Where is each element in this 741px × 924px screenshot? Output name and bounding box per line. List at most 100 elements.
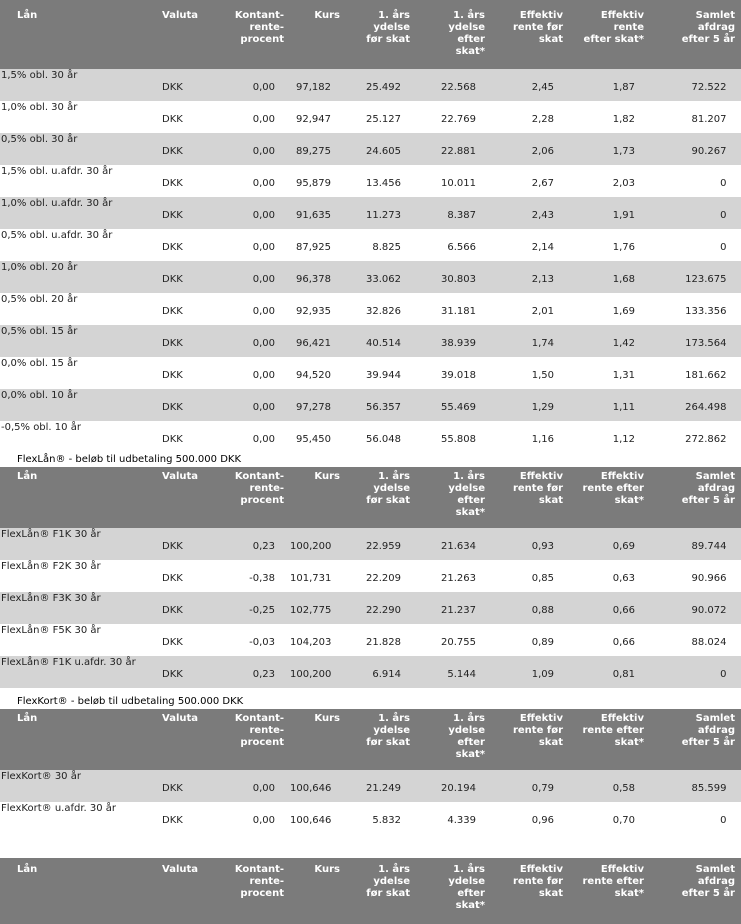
table-row: 0,5% obl. u.afdr. 30 år DKK 0,00 87,925 8.82… [0, 229, 741, 261]
value-cell: 264.498 [650, 389, 741, 421]
loan-name: 1,5% obl. 30 år [1, 70, 78, 81]
column-header: Kontant-rente-procent [210, 467, 290, 528]
value-cell: 22.209 [346, 560, 416, 592]
value-cell: 0,81 [569, 656, 650, 688]
value-cell: 5.832 [346, 802, 416, 834]
table-row: 0,5% obl. 30 år DKK 0,00 89,275 24.605 22.881… [0, 133, 741, 165]
value-cell: 85.599 [650, 770, 741, 802]
value-cell: 0,00 [210, 133, 290, 165]
value-cell: 2,01 [491, 293, 569, 325]
value-cell: 0,00 [210, 325, 290, 357]
table-body: 1,5% obl. 30 år DKK 0,00 97,182 25.492 22.568… [0, 69, 741, 453]
loan-name: FlexLån® F1K 30 år [1, 529, 101, 540]
column-header: 1. års ydelse før skat [346, 858, 416, 924]
value-cell: 13.456 [346, 165, 416, 197]
table-header: Lån Valuta Kontant-rente-procent Kurs 1. års… [0, 709, 741, 770]
value-cell: 0,79 [491, 770, 569, 802]
table-header: Lån Valuta Kontant-rente-procent Kurs 1. års… [0, 858, 741, 924]
value-cell: 72.522 [650, 69, 741, 101]
value-cell: 0 [650, 229, 741, 261]
loan-name-cell: 0,5% obl. 15 år [0, 325, 158, 357]
currency-cell: DKK [158, 101, 210, 133]
loan-name-cell: 1,0% obl. u.afdr. 30 år [0, 197, 158, 229]
table-body: FlexLån® F1K 30 år DKK 0,23 100,200 22.959 21… [0, 528, 741, 688]
value-cell: 90.267 [650, 133, 741, 165]
currency-cell: DKK [158, 293, 210, 325]
loan-name-cell: FlexLån® F3K 30 år [0, 592, 158, 624]
loan-name: FlexLån® F3K 30 år [1, 593, 101, 604]
value-cell: 0,58 [569, 770, 650, 802]
value-cell: 2,13 [491, 261, 569, 293]
table-row: 0,5% obl. 20 år DKK 0,00 92,935 32.826 31.181… [0, 293, 741, 325]
table-row: 0,0% obl. 15 år DKK 0,00 94,520 39.944 39.018… [0, 357, 741, 389]
column-header: 1. års ydelse efter skat* [416, 467, 491, 528]
value-cell: 0,66 [569, 624, 650, 656]
column-header: Valuta [158, 467, 210, 528]
currency-cell: DKK [158, 69, 210, 101]
flexlaan-table: Lån Valuta Kontant-rente-procent Kurs 1. års… [0, 467, 741, 688]
value-cell: 22.769 [416, 101, 491, 133]
value-cell: 39.944 [346, 357, 416, 389]
table-row: 0,5% obl. 15 år DKK 0,00 96,421 40.514 38.939… [0, 325, 741, 357]
value-cell: 39.018 [416, 357, 491, 389]
value-cell: 1,69 [569, 293, 650, 325]
header-row: Lån Valuta Kontant-rente-procent Kurs 1. års… [0, 858, 741, 924]
value-cell: 1,74 [491, 325, 569, 357]
column-header: Valuta [158, 0, 210, 69]
value-cell: 1,82 [569, 101, 650, 133]
loan-name-cell: 0,5% obl. 20 år [0, 293, 158, 325]
loan-name-cell: -0,5% obl. 10 år [0, 421, 158, 453]
value-cell: 87,925 [290, 229, 346, 261]
value-cell: 0,93 [491, 528, 569, 560]
spacer [0, 834, 741, 858]
table-body: FlexKort® 30 år DKK 0,00 100,646 21.249 20.19… [0, 770, 741, 834]
value-cell: 100,200 [290, 656, 346, 688]
value-cell: 8.825 [346, 229, 416, 261]
currency-cell: DKK [158, 197, 210, 229]
value-cell: 11.273 [346, 197, 416, 229]
currency-cell: DKK [158, 770, 210, 802]
column-header: Kontant-rente-procent [210, 709, 290, 770]
table-row: FlexKort® u.afdr. 30 år DKK 0,00 100,646 5.8… [0, 802, 741, 834]
column-header: Kontant-rente-procent [210, 858, 290, 924]
value-cell: 0,63 [569, 560, 650, 592]
value-cell: 1,12 [569, 421, 650, 453]
value-cell: 100,200 [290, 528, 346, 560]
column-header: Lån [0, 858, 158, 924]
column-header: Effektiv rente efter skat* [569, 0, 650, 69]
value-cell: 0,00 [210, 165, 290, 197]
value-cell: 96,378 [290, 261, 346, 293]
value-cell: 1,09 [491, 656, 569, 688]
value-cell: 92,935 [290, 293, 346, 325]
loan-name-cell: 1,0% obl. 30 år [0, 101, 158, 133]
value-cell: 21.237 [416, 592, 491, 624]
column-header: 1. års ydelse efter skat* [416, 0, 491, 69]
column-header: Lån [0, 467, 158, 528]
currency-cell: DKK [158, 261, 210, 293]
loan-name-cell: FlexKort® u.afdr. 30 år [0, 802, 158, 834]
value-cell: 1,76 [569, 229, 650, 261]
value-cell: 56.357 [346, 389, 416, 421]
value-cell: 0,00 [210, 101, 290, 133]
value-cell: 89.744 [650, 528, 741, 560]
value-cell: 21.828 [346, 624, 416, 656]
currency-cell: DKK [158, 357, 210, 389]
value-cell: 2,43 [491, 197, 569, 229]
value-cell: 2,03 [569, 165, 650, 197]
value-cell: 100,646 [290, 802, 346, 834]
value-cell: 0,23 [210, 528, 290, 560]
value-cell: 97,278 [290, 389, 346, 421]
loan-name: 1,5% obl. u.afdr. 30 år [1, 166, 113, 177]
section-title-flexkort: FlexKort® - beløb til udbetaling 500.000… [17, 696, 244, 707]
value-cell: 90.966 [650, 560, 741, 592]
value-cell: 0,00 [210, 229, 290, 261]
value-cell: 0 [650, 165, 741, 197]
value-cell: 0 [650, 802, 741, 834]
value-cell: 20.755 [416, 624, 491, 656]
value-cell: 4.339 [416, 802, 491, 834]
loan-name-cell: FlexLån® F2K 30 år [0, 560, 158, 592]
value-cell: 2,14 [491, 229, 569, 261]
currency-cell: DKK [158, 656, 210, 688]
value-cell: 25.492 [346, 69, 416, 101]
